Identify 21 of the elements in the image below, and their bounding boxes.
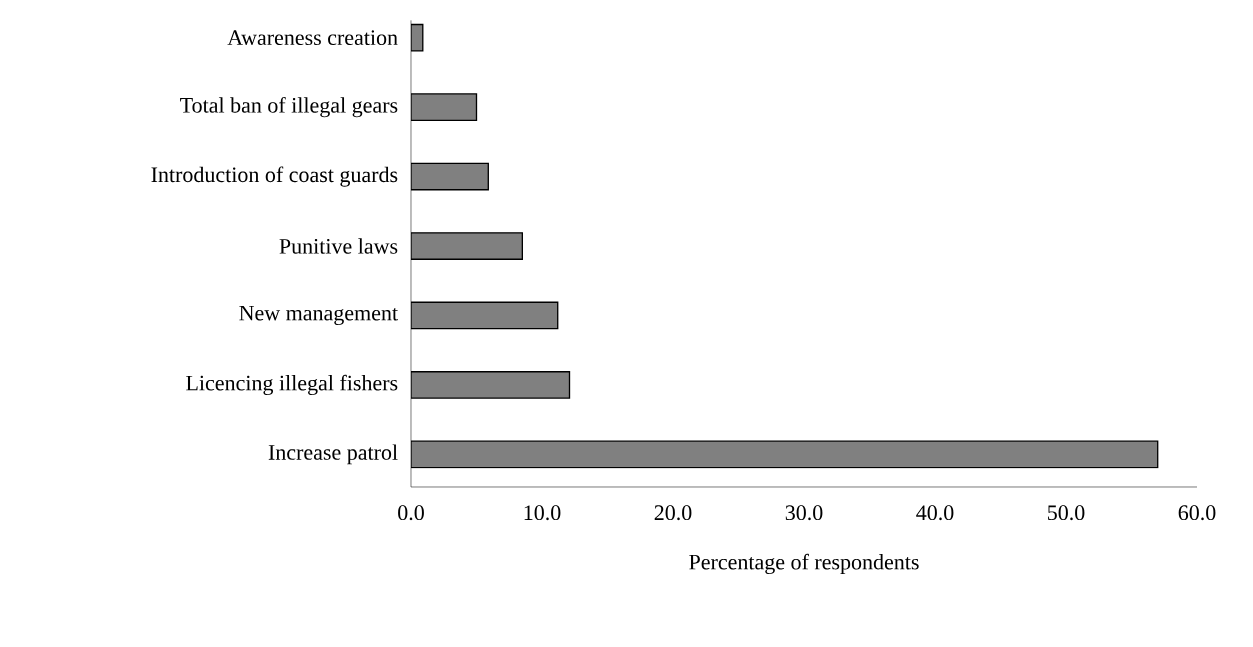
x-tick-label: 0.0 <box>398 505 424 521</box>
y-tick-label: Licencing illegal fishers <box>186 374 398 396</box>
x-tick-label: 20.0 <box>654 505 692 521</box>
x-tick-label: 50.0 <box>1048 505 1085 521</box>
y-tick-label: Awareness creation <box>227 30 398 46</box>
bar <box>411 93 478 121</box>
bar <box>411 162 489 191</box>
bar <box>411 440 1159 469</box>
y-tick-label: Introduction of coast guards <box>151 166 398 187</box>
bar <box>411 232 524 260</box>
y-tick-label: Total ban of illegal gears <box>180 97 398 118</box>
y-tick-label: Punitive laws <box>279 238 398 254</box>
x-tick-label: 10.0 <box>524 505 561 521</box>
y-tick-label: New management <box>239 305 398 326</box>
bar <box>411 371 571 399</box>
x-axis-title: Percentage of respondents <box>689 553 919 575</box>
bar <box>411 301 559 330</box>
x-tick-label: 30.0 <box>785 505 823 521</box>
y-tick-label: Increase patrol <box>268 444 398 465</box>
x-tick-label: 60.0 <box>1178 505 1216 521</box>
x-tick-label: 40.0 <box>916 505 954 521</box>
